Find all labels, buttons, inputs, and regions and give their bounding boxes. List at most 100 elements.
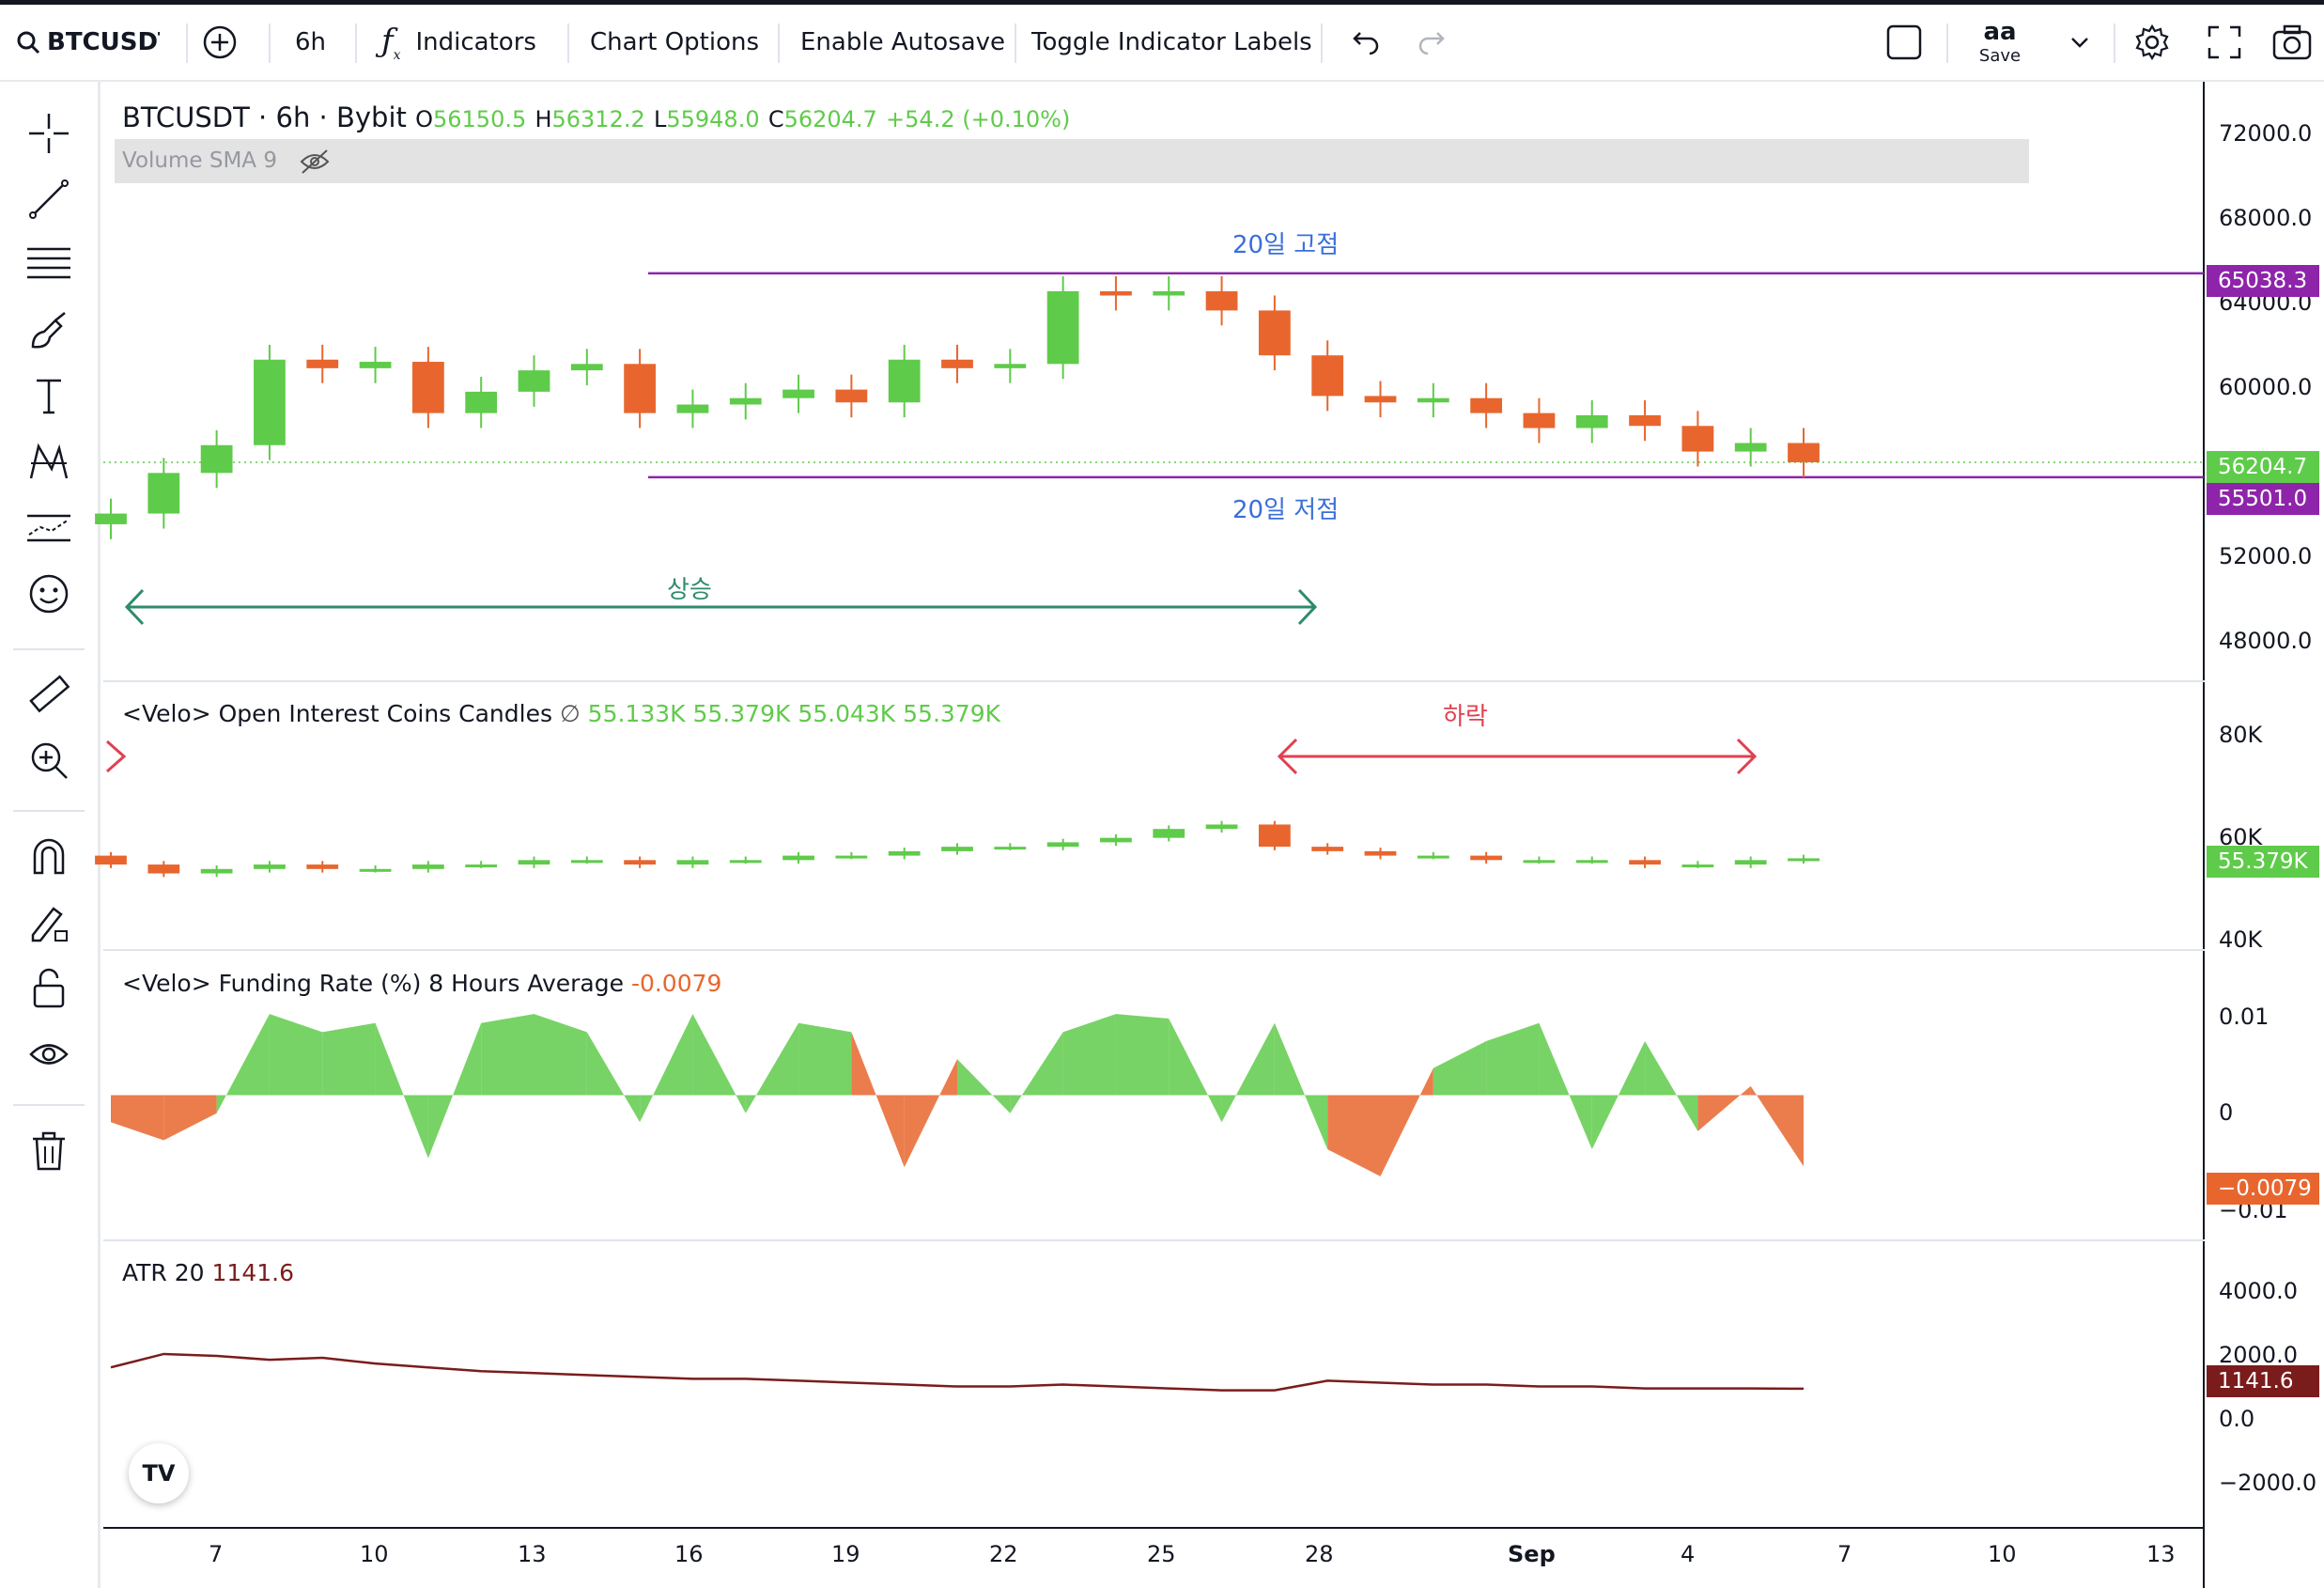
settings-button[interactable] bbox=[2132, 5, 2172, 80]
open-value: 56150.5 bbox=[432, 106, 527, 132]
text-tool[interactable] bbox=[21, 368, 77, 425]
hide-drawings-tool[interactable] bbox=[21, 1026, 77, 1082]
funding-positive-segment bbox=[640, 1014, 693, 1123]
oi-low: 55.043K bbox=[798, 700, 896, 727]
symbol-search[interactable]: BTCUSDT bbox=[15, 5, 160, 80]
candle-body bbox=[306, 359, 339, 368]
funding-positive-segment bbox=[1539, 1022, 1592, 1150]
chevron-down-icon bbox=[2071, 38, 2088, 48]
funding-negative-segment bbox=[1380, 1067, 1433, 1176]
funding-positive-segment bbox=[745, 1022, 799, 1113]
crosshair-icon bbox=[29, 114, 69, 153]
candle-body bbox=[1734, 443, 1767, 452]
crosshair-tool[interactable] bbox=[21, 105, 77, 162]
atr-legend: ATR 20 1141.6 bbox=[122, 1259, 294, 1286]
save-layout-button[interactable]: aa Save bbox=[1969, 5, 2031, 80]
candle-body bbox=[941, 359, 973, 368]
remove-drawings-tool[interactable] bbox=[21, 1123, 77, 1179]
time-tick: 4 bbox=[1681, 1541, 1696, 1567]
oi-candle-body bbox=[676, 860, 709, 865]
interval-button[interactable]: 6h bbox=[295, 28, 327, 56]
drawing-toolbar bbox=[0, 82, 101, 1588]
candle-body bbox=[1575, 414, 1608, 428]
undo-button[interactable] bbox=[1347, 5, 1381, 80]
fall-arrow-head bbox=[1277, 738, 1298, 775]
rise-label: 상승 bbox=[667, 576, 712, 604]
candle-body bbox=[147, 473, 180, 514]
candle-body bbox=[888, 359, 921, 403]
offscreen-arrow-head bbox=[106, 740, 127, 773]
funding-positive-segment bbox=[1591, 1040, 1646, 1150]
toolbar-divider bbox=[778, 23, 780, 63]
text-icon bbox=[37, 379, 61, 414]
smiley-icon bbox=[29, 574, 69, 614]
pane-divider[interactable] bbox=[103, 949, 2205, 951]
toolbar-divider bbox=[13, 648, 85, 650]
candle-body bbox=[1470, 397, 1503, 413]
save-label: Save bbox=[1978, 46, 2022, 66]
toolbar-divider bbox=[567, 23, 569, 63]
fib-lines-icon bbox=[27, 247, 70, 279]
oi-candle-body bbox=[254, 864, 286, 869]
eye-hidden-icon[interactable] bbox=[299, 148, 331, 175]
layout-button[interactable] bbox=[1884, 5, 1924, 80]
pattern-tool[interactable] bbox=[21, 434, 77, 490]
oi-candle-body bbox=[1681, 864, 1714, 868]
time-tick: 16 bbox=[674, 1541, 704, 1567]
toggle-indicator-labels-button[interactable]: Toggle Indicator Labels bbox=[1031, 28, 1312, 56]
zoom-tool[interactable] bbox=[21, 732, 77, 788]
oi-candle-body bbox=[306, 864, 339, 869]
lock-drawing-mode-tool[interactable] bbox=[21, 895, 77, 951]
square-icon bbox=[1886, 24, 1922, 60]
candle-body bbox=[1681, 426, 1714, 452]
price-tick: 72000.0 bbox=[2219, 120, 2313, 147]
compare-button[interactable] bbox=[201, 5, 239, 80]
funding-positive-segment bbox=[957, 1059, 1011, 1113]
funding-positive-segment bbox=[269, 1014, 323, 1096]
fall-label: 하락 bbox=[1443, 703, 1488, 731]
prediction-tool[interactable] bbox=[21, 500, 77, 556]
toolbar-divider bbox=[1015, 23, 1016, 63]
funding-negative-segment bbox=[1750, 1085, 1804, 1167]
search-icon bbox=[17, 31, 40, 54]
tradingview-logo[interactable]: TV bbox=[129, 1443, 189, 1503]
emoji-tool[interactable] bbox=[21, 566, 77, 622]
close-label: C bbox=[767, 106, 784, 132]
pane-divider[interactable] bbox=[103, 680, 2205, 682]
time-tick: 13 bbox=[518, 1541, 547, 1567]
measure-tool[interactable] bbox=[21, 666, 77, 723]
magnet-tool[interactable] bbox=[21, 829, 77, 885]
candle-body bbox=[1153, 290, 1185, 296]
oi-candle-body bbox=[835, 855, 868, 859]
toolbar-divider bbox=[1321, 23, 1323, 63]
fullscreen-button[interactable] bbox=[2206, 5, 2243, 80]
candle-body bbox=[782, 389, 814, 398]
layout-dropdown[interactable] bbox=[2067, 5, 2093, 80]
pane-divider[interactable] bbox=[103, 1239, 2205, 1241]
symbol-label: BTCUSDT bbox=[47, 28, 160, 56]
chart-options-button[interactable]: Chart Options bbox=[590, 28, 760, 56]
time-tick: 22 bbox=[989, 1541, 1018, 1567]
add-symbol-icon bbox=[203, 25, 237, 59]
trend-line-tool[interactable] bbox=[21, 171, 77, 227]
candle-body bbox=[1788, 443, 1820, 462]
lock-all-drawings-tool[interactable] bbox=[21, 960, 77, 1017]
atr-tick: 4000.0 bbox=[2219, 1278, 2298, 1304]
oi-candle-body bbox=[411, 864, 444, 869]
candle-body bbox=[1629, 414, 1661, 427]
redo-button[interactable] bbox=[1417, 5, 1450, 80]
oi-candle-body bbox=[888, 850, 921, 856]
oi-candle-body bbox=[941, 847, 973, 851]
candle-body bbox=[1417, 397, 1449, 403]
brush-tool[interactable] bbox=[21, 303, 77, 359]
screenshot-button[interactable] bbox=[2271, 5, 2313, 80]
candle-body bbox=[1311, 355, 1344, 397]
enable-autosave-button[interactable]: Enable Autosave bbox=[800, 28, 1006, 56]
indicators-button[interactable]: ƒx Indicators bbox=[381, 5, 536, 80]
fib-retracement-tool[interactable] bbox=[21, 237, 77, 293]
candle-body bbox=[411, 362, 444, 413]
funding-legend: <Velo> Funding Rate (%) 8 Hours Average … bbox=[122, 970, 721, 997]
volume-indicator-row[interactable]: Volume SMA 9 bbox=[115, 139, 2029, 183]
funding-positive-segment bbox=[1115, 1014, 1170, 1096]
